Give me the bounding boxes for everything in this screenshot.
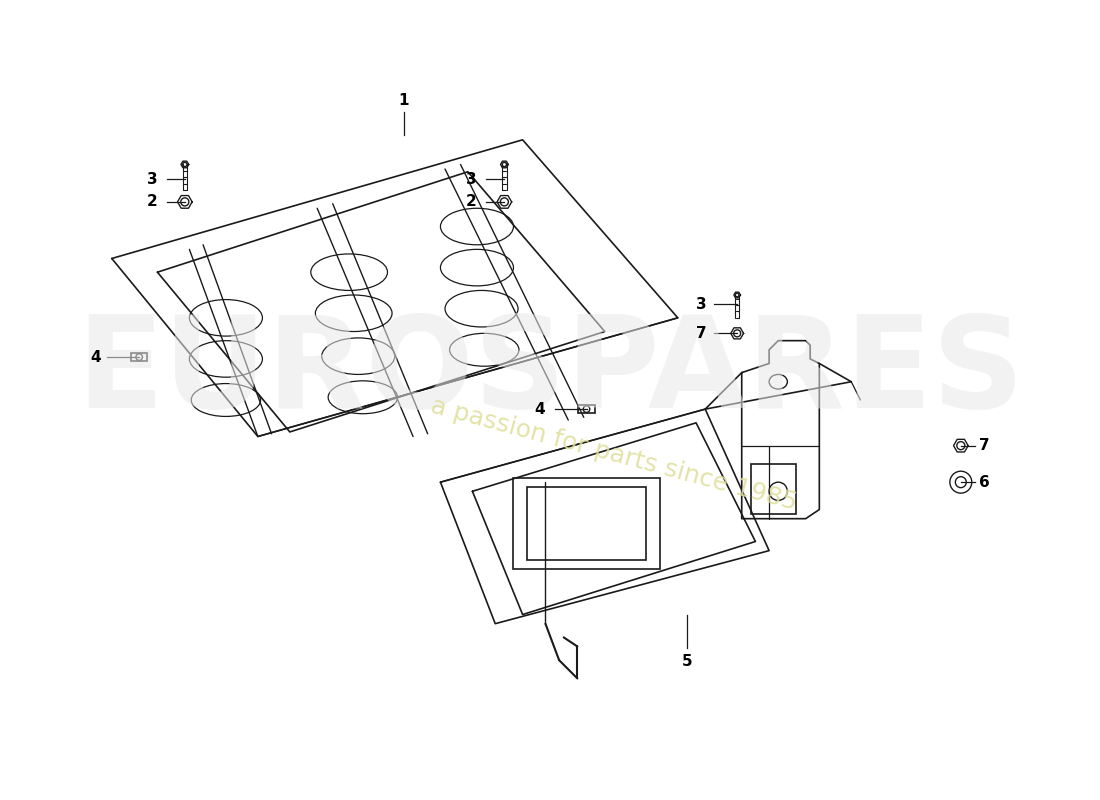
Text: EUROSPARES: EUROSPARES bbox=[76, 310, 1024, 435]
Text: 3: 3 bbox=[146, 171, 157, 186]
Text: 2: 2 bbox=[146, 194, 157, 210]
Bar bbox=[527, 486, 646, 560]
Text: 7: 7 bbox=[696, 326, 707, 341]
Text: 4: 4 bbox=[90, 350, 101, 365]
Bar bbox=[751, 464, 796, 514]
Text: 3: 3 bbox=[466, 171, 477, 186]
Bar bbox=[131, 353, 147, 361]
Text: 2: 2 bbox=[466, 194, 477, 210]
Text: 5: 5 bbox=[682, 654, 692, 669]
Text: 4: 4 bbox=[535, 402, 546, 417]
Bar bbox=[514, 478, 660, 569]
Bar bbox=[579, 405, 595, 414]
Text: 7: 7 bbox=[979, 438, 990, 453]
Text: 3: 3 bbox=[696, 297, 707, 312]
Text: a passion for parts since 1985: a passion for parts since 1985 bbox=[428, 394, 800, 515]
Text: 1: 1 bbox=[398, 93, 409, 108]
Text: 6: 6 bbox=[979, 474, 990, 490]
